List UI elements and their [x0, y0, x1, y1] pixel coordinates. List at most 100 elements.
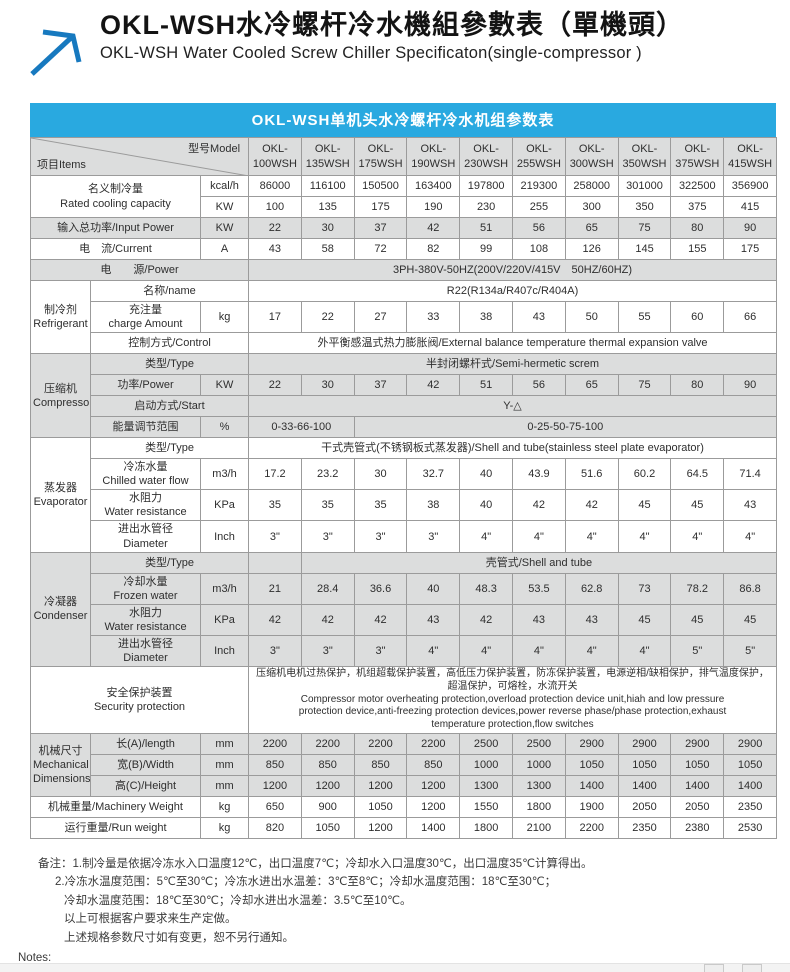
value-cell: 22 [248, 374, 302, 397]
value-cell: 197800 [459, 175, 514, 197]
value-cell: 75 [617, 217, 672, 239]
value-cell: 58 [300, 238, 355, 260]
row-start-mode: 启动方式/Start Y-△ [31, 395, 777, 418]
notes-section: 备注：1.制冷量是依据冷冻水入口温度12℃，出口温度7℃；冷却水入口温度30℃，… [18, 855, 790, 972]
value-cell: 51 [459, 374, 514, 397]
row-label-cell: 运行重量/Run weight [30, 817, 201, 840]
note-line: 以上可根据客户要求来生产定做。 [64, 913, 237, 926]
row-height: 高(C)/Height mm 1200 1200 1200 1200 1300 1300 140… [31, 775, 777, 798]
value-cell: 258000 [564, 175, 619, 197]
value-cell: 51 [459, 217, 514, 239]
row-label-cell: 功率/Power [90, 374, 201, 397]
value-cell: 4" [617, 634, 672, 668]
unit-cell: Inch [199, 634, 250, 668]
value-cell: 5" [723, 634, 777, 668]
value-cell: 1000 [512, 754, 566, 777]
model-header-cell: OKL- 350WSH [617, 137, 672, 176]
value-cell: 99 [459, 238, 514, 260]
value-cell: 42 [353, 603, 408, 636]
value-cell: 42 [406, 374, 461, 397]
value-cell: 2200 [300, 733, 355, 756]
unit-cell: kcal/h [199, 175, 250, 197]
unit-cell: KW [199, 217, 250, 239]
value-cell: 56 [512, 374, 566, 397]
value-cell: 42 [406, 217, 461, 239]
value-cell: 415 [723, 196, 777, 218]
value-cell: 28.4 [300, 572, 355, 605]
value-cell: 116100 [300, 175, 355, 197]
value-cell: 126 [564, 238, 619, 260]
value-cell: 356900 [723, 175, 777, 197]
value-cell: 3" [353, 520, 408, 553]
value-cell: 155 [670, 238, 725, 260]
row-width: 宽(B)/Width mm 850 850 850 850 1000 1000 1050 1050… [31, 754, 777, 777]
value-cell: 38 [459, 300, 514, 334]
value-cell: 2200 [406, 733, 461, 756]
value-cell: 4" [459, 520, 514, 553]
value-cell: 65 [564, 217, 619, 239]
value-cell: 35 [353, 489, 408, 522]
unit-cell: m3/h [199, 572, 250, 605]
value-cell: 5" [670, 634, 725, 668]
value-cell: 压缩机电机过热保护，机组超载保护装置，高低压力保护装置，防冻保护装置，电源逆相/… [248, 666, 777, 735]
value-cell: 1400 [406, 817, 461, 840]
value-cell: 1200 [248, 775, 302, 798]
row-length: 机械尺寸 Mechanical Dimensions 长(A)/length mm 2… [30, 733, 777, 798]
corner-items-label: 项目Items [37, 158, 86, 171]
value-cell: 1050 [723, 754, 777, 777]
row-label-cell: 长(A)/length [90, 733, 201, 756]
value-cell: 55 [617, 300, 672, 334]
row-machinery-weight: 机械重量/Machinery Weight kg 650 900 1050 1200 155… [30, 796, 777, 819]
value-cell: 1050 [564, 754, 619, 777]
page-title: OKL-WSH水冷螺杆冷水機組參數表（單機頭） [100, 10, 684, 40]
value-cell: 3" [353, 634, 408, 668]
model-header-row: 项目Items 型号Model OKL- 100WSH OKL- 135WSH OKL-… [29, 137, 777, 176]
value-cell: 21 [248, 572, 302, 605]
value-cell: 1200 [406, 796, 461, 819]
value-cell: 255 [512, 196, 566, 218]
row-evaporator-type: 蒸发器 Evaporator 类型/Type 干式壳管式(不锈钢板式蒸发器)/She… [30, 437, 777, 553]
unit-cell: KPa [199, 489, 250, 522]
value-cell: 0-33-66-100 [248, 416, 355, 439]
value-cell: 64.5 [670, 458, 725, 491]
value-cell: 4" [723, 520, 777, 553]
value-cell: 3" [406, 520, 461, 553]
value-cell: 2200 [564, 817, 619, 840]
row-label-cell: 进出水管径 Diameter [90, 520, 201, 553]
value-cell: 50 [564, 300, 619, 334]
value-cell: 2350 [723, 796, 777, 819]
value-cell: 301000 [617, 175, 672, 197]
value-cell: 1050 [670, 754, 725, 777]
unit-cell: Inch [199, 520, 250, 553]
value-cell: 2350 [617, 817, 672, 840]
model-header-cell: OKL- 100WSH [248, 137, 302, 176]
unit-cell: kg [199, 300, 250, 334]
value-cell: 86000 [248, 175, 302, 197]
diagonal-divider [31, 138, 244, 175]
row-security-protection: 安全保护装置 Security protection 压缩机电机过热保护，机组超载… [29, 666, 777, 735]
row-label-cell: 电 源/Power [29, 259, 250, 281]
value-cell: 40 [406, 572, 461, 605]
group-label-cell: 制冷剂 Refrigerant [30, 279, 91, 355]
value-cell: 850 [300, 754, 355, 777]
row-power-supply: 电 源/Power 3PH-380V-50HZ(200V/220V/415V 50… [29, 259, 777, 281]
value-cell: 3" [300, 634, 355, 668]
note-line: 上述规格参数尺寸如有变更，恕不另行通知。 [64, 931, 294, 944]
value-cell: 43 [512, 300, 566, 334]
spec-table-section: OKL-WSH单机头水冷螺杆冷水机组参数表 项目Items 型号Model OKL-… [29, 103, 778, 840]
unit-cell: mm [199, 754, 250, 777]
group-label-cell: 蒸发器 Evaporator [30, 437, 91, 553]
value-cell: 42 [300, 603, 355, 636]
row-label-cell: 水阻力 Water resistance [90, 603, 201, 636]
value-cell: 90 [723, 217, 777, 239]
value-cell: 22 [300, 300, 355, 334]
value-cell: 2900 [723, 733, 777, 756]
value-cell: 2530 [723, 817, 777, 840]
group-label-cell: 机械尺寸 Mechanical Dimensions [30, 733, 91, 798]
value-cell: 干式壳管式(不锈钢板式蒸发器)/Shell and tube(stainless… [248, 437, 777, 460]
row-compressor-power: 功率/Power KW 22 30 37 42 51 56 65 75 80 90 [31, 374, 777, 397]
value-cell: 37 [353, 374, 408, 397]
value-cell: 850 [406, 754, 461, 777]
row-control-mode: 控制方式/Control 外平衡感温式热力膨胀阀/External balance… [31, 332, 777, 355]
